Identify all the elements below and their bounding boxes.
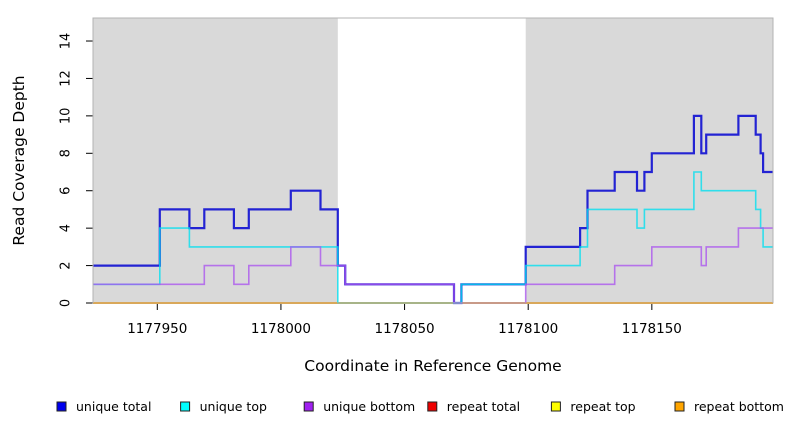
y-tick-label: 0 (59, 299, 74, 307)
series-unique-bottom-line (93, 227, 773, 304)
y-tick-label: 14 (59, 33, 74, 50)
shaded-region-right (525, 18, 773, 303)
x-tick-label: 1178050 (375, 321, 435, 337)
y-tick-label: 4 (59, 224, 74, 232)
legend-swatch-unique-total-icon (56, 401, 67, 412)
legend-item-repeat-top: repeat top (550, 399, 636, 414)
x-tick-label: 1178100 (498, 321, 558, 337)
legend-item-unique-top: unique top (180, 399, 267, 414)
legend-item-unique-total: unique total (56, 399, 151, 414)
legend-label: unique total (76, 399, 151, 414)
legend-item-unique-bottom: unique bottom (303, 399, 415, 414)
legend-label: repeat top (570, 399, 635, 414)
y-tick-label: 10 (59, 108, 74, 125)
x-tick-label: 1178150 (622, 321, 682, 337)
legend-label: unique bottom (323, 399, 415, 414)
legend-label: unique top (200, 399, 267, 414)
series-unique-total-line (93, 114, 773, 305)
legend-label: repeat bottom (694, 399, 784, 414)
y-axis-title: Read Coverage Depth (10, 75, 28, 245)
legend-swatch-repeat-total-icon (427, 401, 438, 412)
x-tick-label: 1177950 (127, 321, 187, 337)
legend-item-repeat-bottom: repeat bottom (674, 399, 784, 414)
legend-swatch-unique-bottom-icon (303, 401, 314, 412)
y-tick-label: 2 (59, 261, 74, 269)
legend-swatch-unique-top-icon (180, 401, 191, 412)
legend: unique total unique top unique bottom repea… (56, 399, 784, 414)
x-tick-label: 1178000 (251, 321, 311, 337)
x-axis-title: Coordinate in Reference Genome (304, 357, 561, 375)
legend-label: repeat total (447, 399, 520, 414)
y-tick-label: 8 (59, 149, 74, 157)
plot-border (92, 17, 774, 304)
shaded-region-left (93, 18, 338, 303)
y-tick-label: 6 (59, 187, 74, 195)
legend-swatch-repeat-top-icon (550, 401, 561, 412)
legend-item-repeat-total: repeat total (427, 399, 520, 414)
legend-swatch-repeat-bottom-icon (674, 401, 685, 412)
y-tick-label: 12 (59, 70, 74, 87)
